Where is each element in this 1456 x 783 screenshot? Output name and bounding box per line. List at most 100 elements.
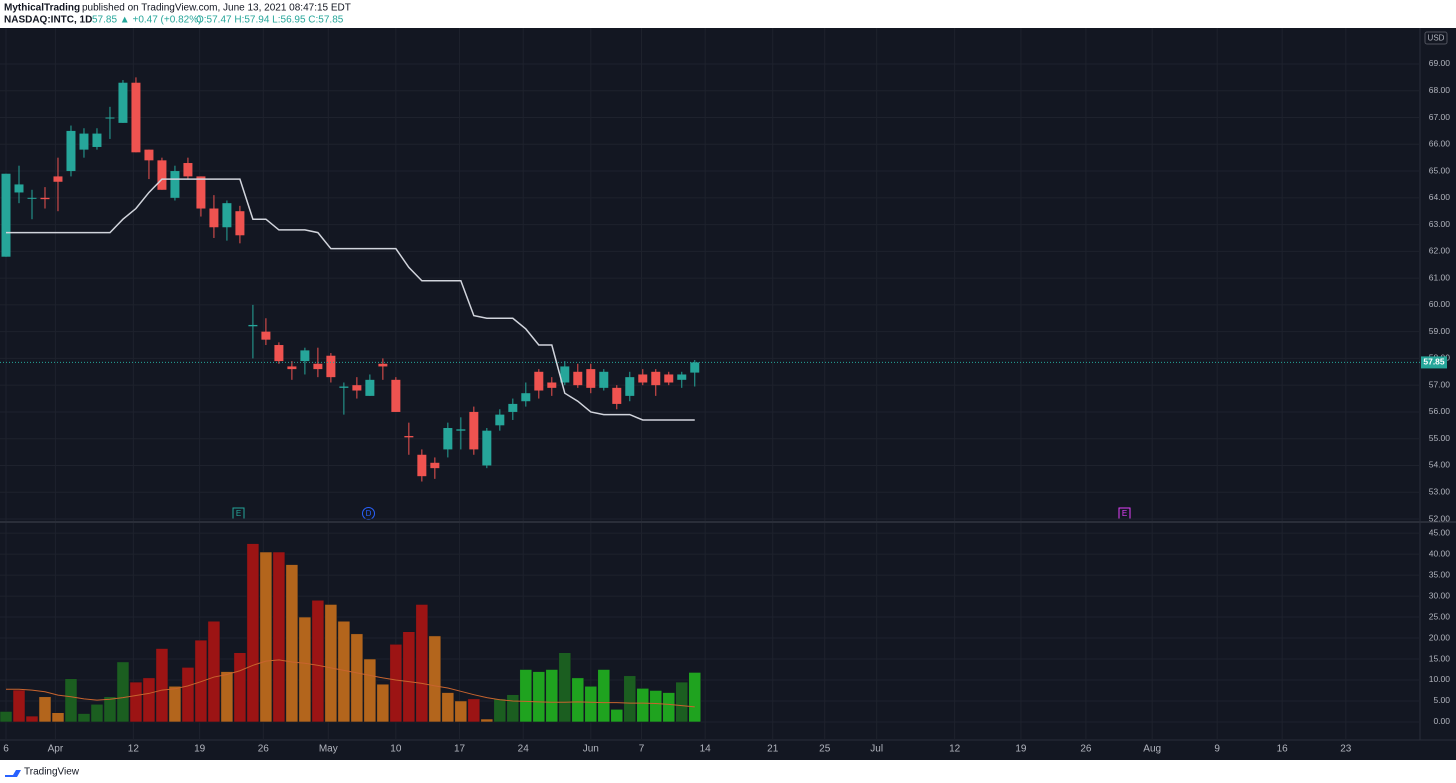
candle-body <box>222 203 232 228</box>
x-tick-label: 10 <box>390 744 402 755</box>
volume-bar <box>259 551 273 723</box>
candle-body <box>365 379 375 396</box>
volume-bar <box>90 704 104 723</box>
candle-body <box>352 385 362 391</box>
volume-bar <box>389 644 403 723</box>
candle-body <box>144 149 154 161</box>
volume-bar <box>415 604 429 723</box>
candle-body <box>690 362 700 373</box>
volume-bar <box>662 692 676 723</box>
volume-bar <box>298 616 312 723</box>
volume-bar <box>493 698 507 723</box>
x-tick-label: Apr <box>48 744 64 755</box>
candle-body <box>66 130 76 172</box>
candle-body <box>586 369 596 388</box>
candle-body <box>573 371 583 386</box>
volume-bar <box>571 677 585 723</box>
candle-body <box>235 211 245 236</box>
candle-body <box>430 462 440 469</box>
volume-bar <box>597 669 611 723</box>
candle-body <box>183 163 193 177</box>
volume-bar <box>12 689 26 723</box>
y-tick-label: 0.00 <box>1433 716 1450 726</box>
volume-bar <box>688 672 702 723</box>
event-label: D <box>366 509 372 518</box>
volume-bar <box>636 688 650 723</box>
volume-bar <box>428 635 442 723</box>
candle-body <box>14 184 24 193</box>
x-tick-label: 9 <box>1214 744 1220 755</box>
candle-body <box>625 377 635 396</box>
x-tick-label: 12 <box>949 744 961 755</box>
volume-bar <box>64 678 78 723</box>
volume-bar <box>324 604 338 723</box>
y-tick-label: 68.00 <box>1429 85 1451 95</box>
y-tick-label: 54.00 <box>1429 460 1451 470</box>
volume-bar <box>285 564 299 723</box>
y-tick-label: 69.00 <box>1429 58 1451 68</box>
published: published on TradingView.com, June 13, 2… <box>82 3 351 14</box>
x-tick-label: May <box>319 744 338 755</box>
candle-body <box>560 366 570 383</box>
candle-body <box>1 173 11 257</box>
volume-bar <box>142 677 156 723</box>
x-tick-label: 23 <box>1340 744 1352 755</box>
y-tick-label: 45.00 <box>1429 527 1451 537</box>
x-tick-label: 12 <box>128 744 140 755</box>
candle-body <box>105 117 115 119</box>
candle-body <box>131 82 141 153</box>
candle-body <box>495 414 505 426</box>
y-tick-label: 5.00 <box>1433 695 1450 705</box>
symbol: NASDAQ:INTC, 1D <box>4 15 92 26</box>
candle-body <box>261 331 271 340</box>
volume-bar <box>116 661 130 723</box>
header-bar <box>0 0 1456 28</box>
candle-body <box>92 133 102 147</box>
candle-body <box>508 403 518 412</box>
volume-bar <box>519 669 533 723</box>
candle-body <box>404 436 414 438</box>
event-label: E <box>1122 509 1127 518</box>
volume-bar <box>272 551 286 723</box>
x-tick-label: 19 <box>194 744 206 755</box>
volume-bar <box>103 696 117 723</box>
volume-bar <box>0 711 13 723</box>
candle-body <box>456 429 466 431</box>
y-tick-label: 67.00 <box>1429 112 1451 122</box>
x-tick-label: 17 <box>454 744 466 755</box>
candle-body <box>53 176 63 182</box>
y-tick-label: 55.00 <box>1429 433 1451 443</box>
candle-body <box>677 374 687 380</box>
candle-body <box>300 350 310 362</box>
candle-body <box>534 371 544 391</box>
y-tick-label: 25.00 <box>1429 611 1451 621</box>
volume-bar <box>545 669 559 723</box>
ohlc: O:57.47 H:57.94 L:56.95 C:57.85 <box>196 15 344 26</box>
candle-body <box>40 197 50 200</box>
last-price-box <box>1421 356 1447 369</box>
volume-bar <box>610 709 624 723</box>
y-tick-label: 65.00 <box>1429 165 1451 175</box>
y-tick-label: 15.00 <box>1429 653 1451 663</box>
candle-body <box>209 208 219 228</box>
candle-body <box>287 366 297 370</box>
volume-bar <box>363 658 377 723</box>
x-tick-label: 16 <box>1277 744 1289 755</box>
volume-bar <box>155 648 169 723</box>
x-tick-label: 21 <box>767 744 779 755</box>
volume-bar <box>25 715 39 723</box>
candle-body <box>443 427 453 450</box>
volume-bar <box>402 631 416 723</box>
y-tick-label: 56.00 <box>1429 406 1451 416</box>
y-tick-label: 60.00 <box>1429 299 1451 309</box>
volume-average <box>6 659 695 708</box>
candle-body <box>612 387 622 404</box>
volume-bar <box>623 675 637 723</box>
candle-body <box>482 430 492 466</box>
y-tick-label: 64.00 <box>1429 192 1451 202</box>
x-tick-label: 25 <box>819 744 831 755</box>
volume-bar <box>350 633 364 723</box>
candle-body <box>157 160 167 190</box>
candle-body <box>118 82 128 123</box>
volume-bar <box>233 652 247 723</box>
